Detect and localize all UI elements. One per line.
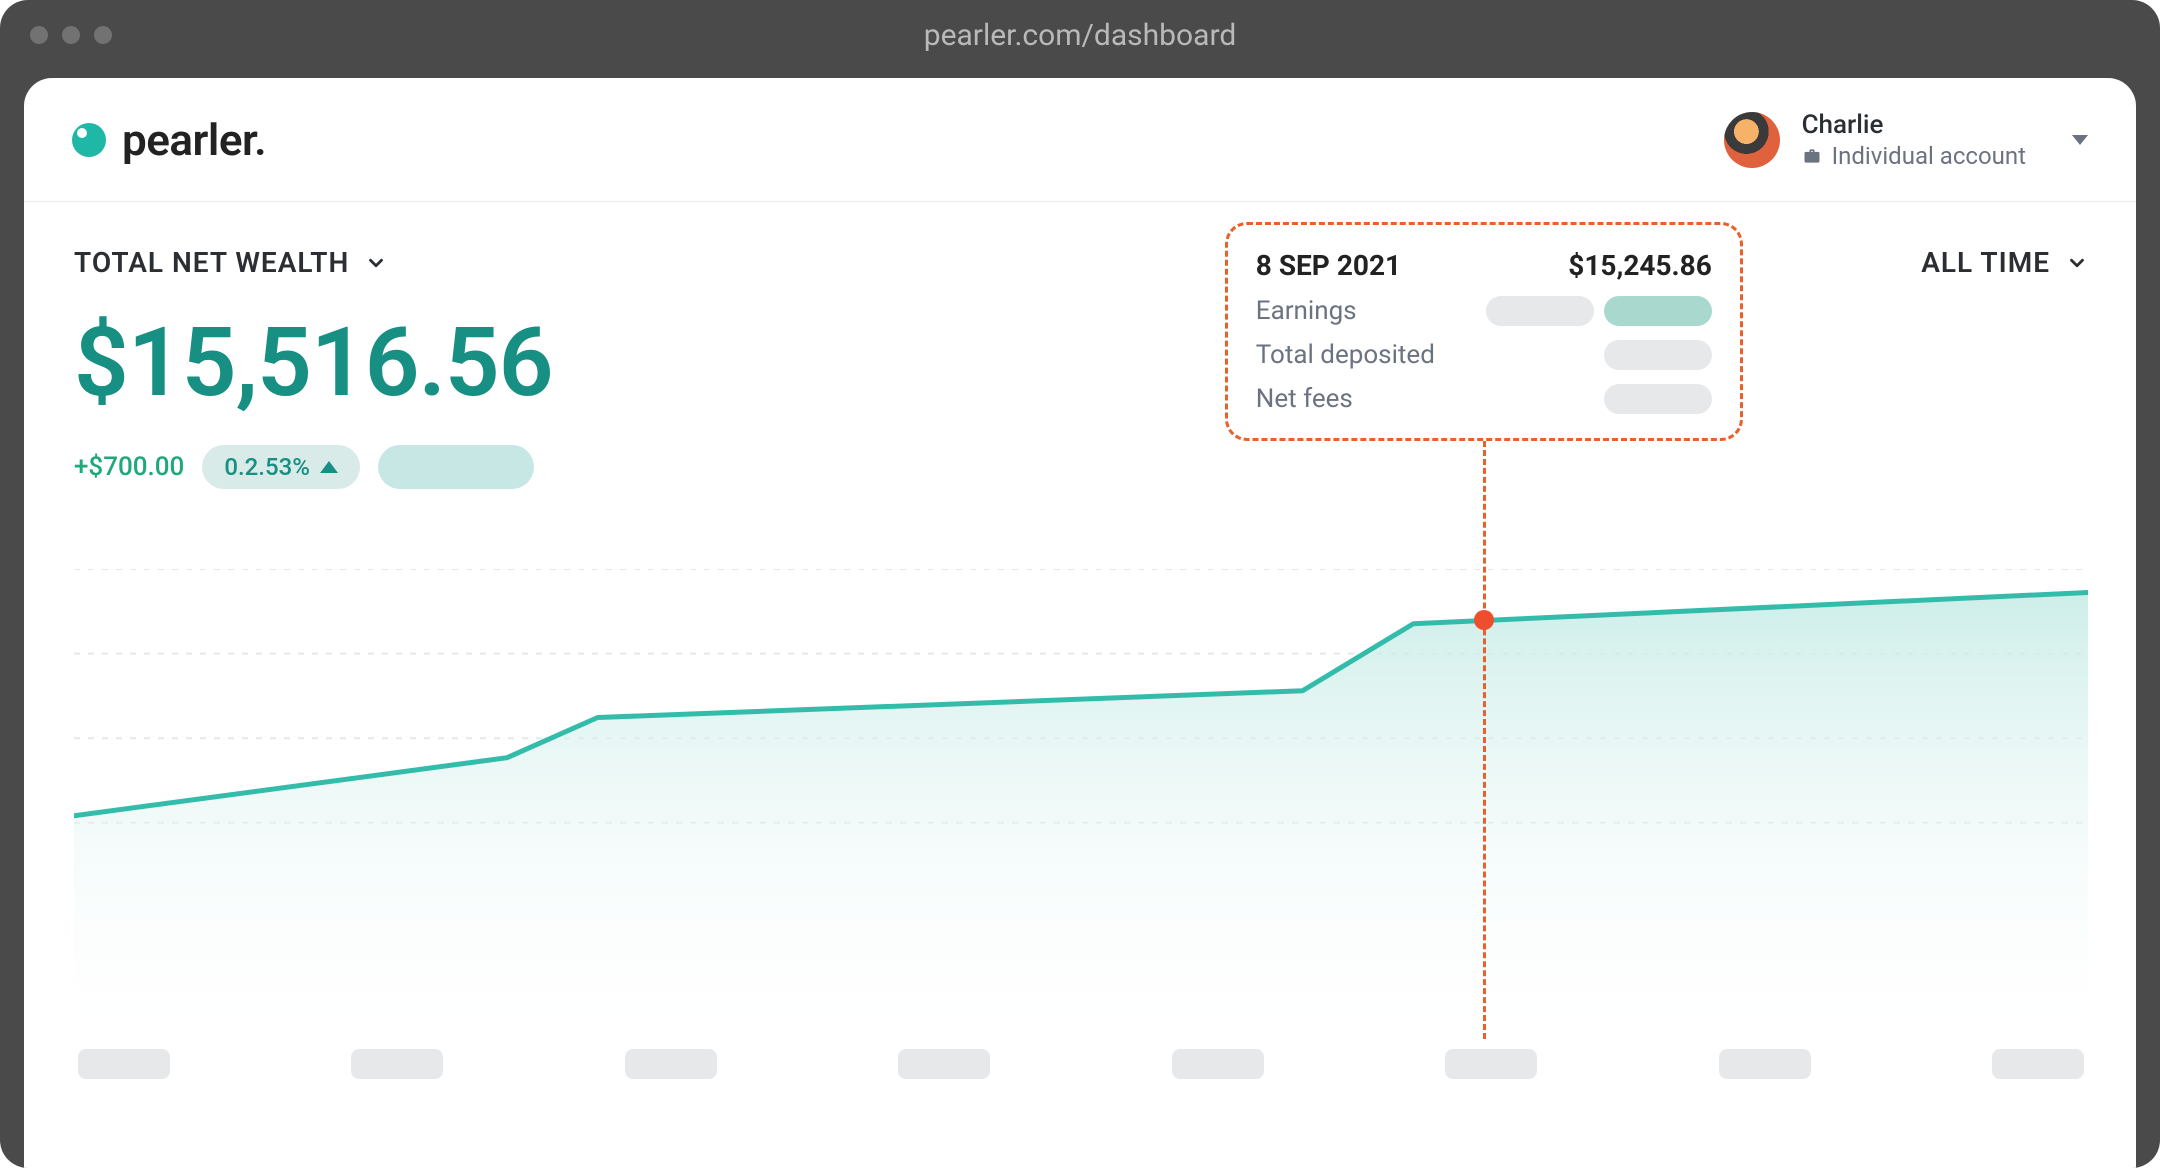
placeholder-pill xyxy=(1604,384,1712,414)
period-selector[interactable]: ALL TIME xyxy=(1921,246,2088,279)
browser-frame: pearler.com/dashboard pearler. Charlie I… xyxy=(0,0,2160,1168)
account-info: Charlie Individual account xyxy=(1802,110,2026,170)
placeholder-pill xyxy=(378,445,534,489)
x-axis-tick-placeholder xyxy=(78,1049,170,1079)
x-axis-tick-placeholder xyxy=(898,1049,990,1079)
brand-logo[interactable]: pearler. xyxy=(72,114,266,166)
browser-titlebar: pearler.com/dashboard xyxy=(0,0,2160,70)
x-axis-tick-placeholder xyxy=(1719,1049,1811,1079)
brand-logo-icon xyxy=(72,123,106,157)
dashboard-content: TOTAL NET WEALTH ALL TIME $15,516.56 +$7… xyxy=(24,202,2136,1089)
chart-tooltip: 8 SEP 2021 $15,245.86 Earnings Total dep… xyxy=(1225,222,1743,441)
triangle-up-icon xyxy=(320,461,338,473)
briefcase-icon xyxy=(1802,146,1822,166)
change-percent-pill: 0.2.53% xyxy=(202,445,360,489)
window-close-icon[interactable] xyxy=(30,26,48,44)
placeholder-pill xyxy=(1486,296,1594,326)
chevron-down-icon xyxy=(365,252,387,274)
total-net-wealth-value: $15,516.56 xyxy=(74,307,2088,419)
metric-selector[interactable]: TOTAL NET WEALTH xyxy=(74,246,387,279)
account-type-row: Individual account xyxy=(1802,142,2026,170)
x-axis-tick-placeholder xyxy=(1172,1049,1264,1079)
tooltip-date: 8 SEP 2021 xyxy=(1256,249,1401,282)
app-header: pearler. Charlie Individual account xyxy=(24,78,2136,202)
tooltip-guide-line xyxy=(1483,441,1486,1039)
wealth-chart[interactable] xyxy=(74,569,2088,1089)
tooltip-row-label: Net fees xyxy=(1256,384,1353,414)
change-percent-text: 0.2.53% xyxy=(224,453,310,481)
x-axis-tick-placeholder xyxy=(1445,1049,1537,1079)
x-axis-labels xyxy=(74,1049,2088,1089)
period-label: ALL TIME xyxy=(1921,246,2050,279)
avatar xyxy=(1724,112,1780,168)
account-switcher[interactable]: Charlie Individual account xyxy=(1724,110,2088,170)
window-maximize-icon[interactable] xyxy=(94,26,112,44)
chart-svg xyxy=(74,569,2088,1089)
placeholder-pill xyxy=(1604,296,1712,326)
x-axis-tick-placeholder xyxy=(1992,1049,2084,1079)
chevron-down-icon xyxy=(2072,135,2088,145)
address-bar-text: pearler.com/dashboard xyxy=(0,18,2160,53)
placeholder-pill xyxy=(1604,340,1712,370)
change-row: +$700.00 0.2.53% xyxy=(74,445,2088,489)
tooltip-row-label: Earnings xyxy=(1256,296,1357,326)
chevron-down-icon xyxy=(2066,252,2088,274)
tooltip-row-label: Total deposited xyxy=(1256,340,1435,370)
x-axis-tick-placeholder xyxy=(351,1049,443,1079)
metric-label: TOTAL NET WEALTH xyxy=(74,246,349,279)
tooltip-value: $15,245.86 xyxy=(1568,249,1712,282)
change-absolute: +$700.00 xyxy=(74,452,184,482)
app-window: pearler. Charlie Individual account TOTA… xyxy=(24,78,2136,1168)
window-controls xyxy=(30,26,112,44)
x-axis-tick-placeholder xyxy=(625,1049,717,1079)
account-type-label: Individual account xyxy=(1832,142,2026,170)
brand-logo-text: pearler. xyxy=(122,114,266,166)
account-user-name: Charlie xyxy=(1802,110,2026,140)
window-minimize-icon[interactable] xyxy=(62,26,80,44)
